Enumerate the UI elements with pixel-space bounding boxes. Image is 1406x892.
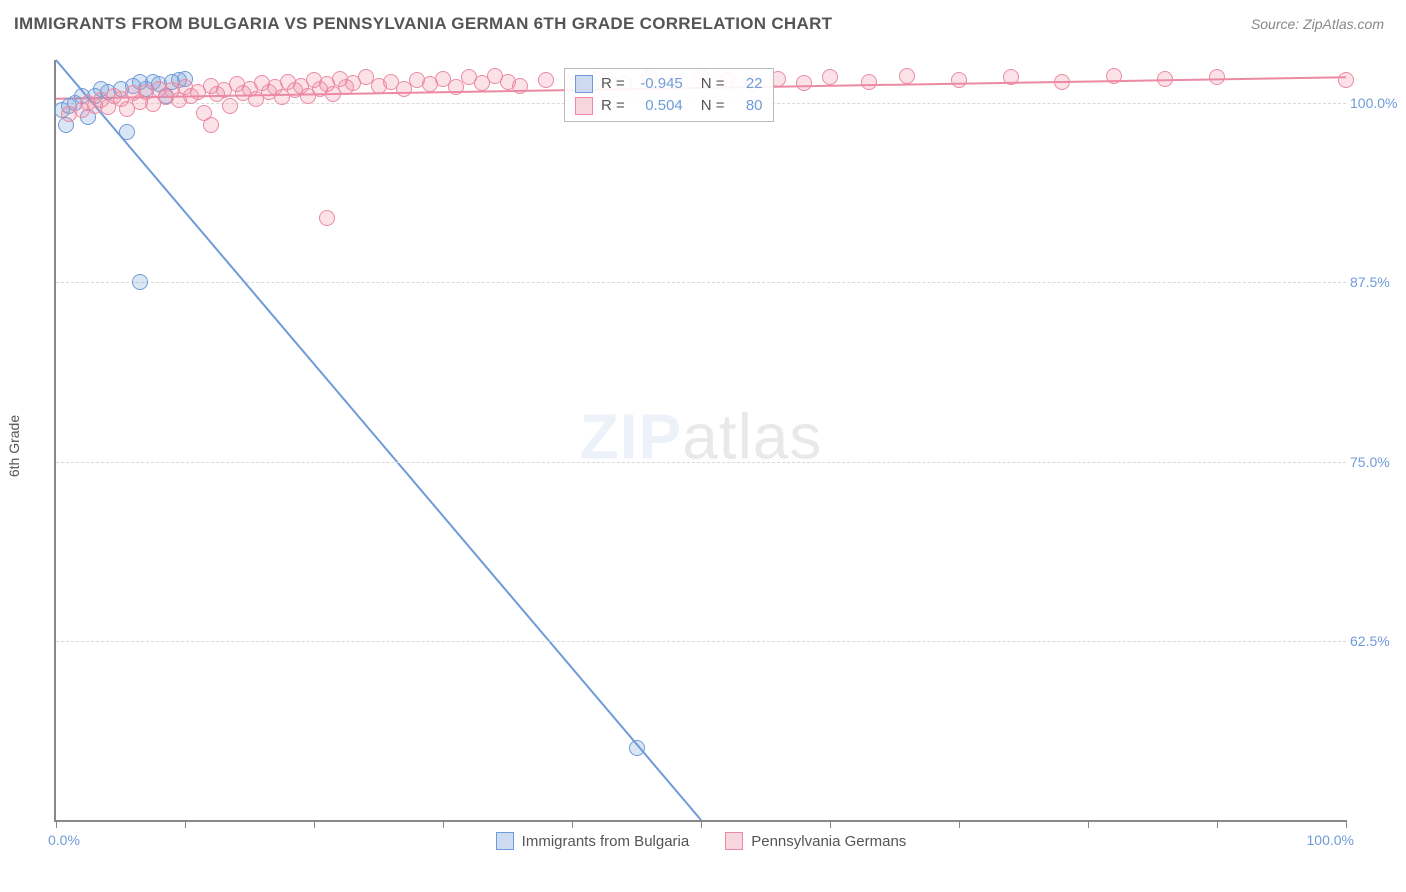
x-tick (572, 820, 573, 828)
source-name: ZipAtlas.com (1303, 16, 1384, 32)
trend-lines-layer (56, 60, 1346, 820)
r-value-bulgaria: -0.945 (633, 73, 683, 95)
x-tick (314, 820, 315, 828)
legend-swatch (496, 832, 514, 850)
source-attribution: Source: ZipAtlas.com (1251, 16, 1384, 32)
x-tick (1346, 820, 1347, 828)
source-prefix: Source: (1251, 16, 1303, 32)
n-label: N = (701, 95, 725, 117)
swatch-penn-german (575, 97, 593, 115)
x-tick (443, 820, 444, 828)
data-point-penn_german (1106, 68, 1122, 84)
data-point-penn_german (203, 117, 219, 133)
data-point-penn_german (951, 72, 967, 88)
data-point-penn_german (1338, 72, 1354, 88)
gridline (56, 462, 1346, 463)
x-tick (1217, 820, 1218, 828)
r-label: R = (601, 73, 625, 95)
y-tick-label: 62.5% (1350, 633, 1406, 649)
data-point-bulgaria (629, 740, 645, 756)
x-tick (959, 820, 960, 828)
n-value-bulgaria: 22 (733, 73, 763, 95)
chart-title: IMMIGRANTS FROM BULGARIA VS PENNSYLVANIA… (14, 14, 832, 34)
legend-item-penn_german: Pennsylvania Germans (725, 832, 906, 850)
r-value-penn-german: 0.504 (633, 95, 683, 117)
legend-swatch (725, 832, 743, 850)
bottom-legend: Immigrants from Bulgaria Pennsylvania Ger… (56, 832, 1346, 854)
stats-legend-box: R = -0.945 N = 22 R = 0.504 N = 80 (564, 68, 774, 122)
r-label: R = (601, 95, 625, 117)
data-point-penn_german (222, 98, 238, 114)
x-tick (1088, 820, 1089, 828)
legend-label: Pennsylvania Germans (751, 833, 906, 850)
gridline (56, 282, 1346, 283)
stats-row-penn-german: R = 0.504 N = 80 (575, 95, 763, 117)
data-point-penn_german (319, 210, 335, 226)
plot-area: ZIPatlas 62.5%75.0%87.5%100.0%0.0%100.0%… (54, 60, 1346, 822)
n-value-penn-german: 80 (733, 95, 763, 117)
legend-item-bulgaria: Immigrants from Bulgaria (496, 832, 690, 850)
y-tick-label: 100.0% (1350, 95, 1406, 111)
data-point-penn_german (1054, 74, 1070, 90)
trend-line-bulgaria (56, 60, 701, 820)
data-point-penn_german (861, 74, 877, 90)
x-tick (56, 820, 57, 828)
swatch-bulgaria (575, 75, 593, 93)
x-tick (830, 820, 831, 828)
x-tick (185, 820, 186, 828)
data-point-penn_german (1003, 69, 1019, 85)
data-point-bulgaria (132, 274, 148, 290)
data-point-penn_german (1157, 71, 1173, 87)
data-point-bulgaria (119, 124, 135, 140)
correlation-chart: IMMIGRANTS FROM BULGARIA VS PENNSYLVANIA… (0, 0, 1406, 892)
legend-label: Immigrants from Bulgaria (522, 833, 690, 850)
x-tick (701, 820, 702, 828)
gridline (56, 641, 1346, 642)
y-tick-label: 87.5% (1350, 274, 1406, 290)
y-tick-label: 75.0% (1350, 454, 1406, 470)
y-axis-label: 6th Grade (6, 415, 22, 477)
n-label: N = (701, 73, 725, 95)
stats-row-bulgaria: R = -0.945 N = 22 (575, 73, 763, 95)
